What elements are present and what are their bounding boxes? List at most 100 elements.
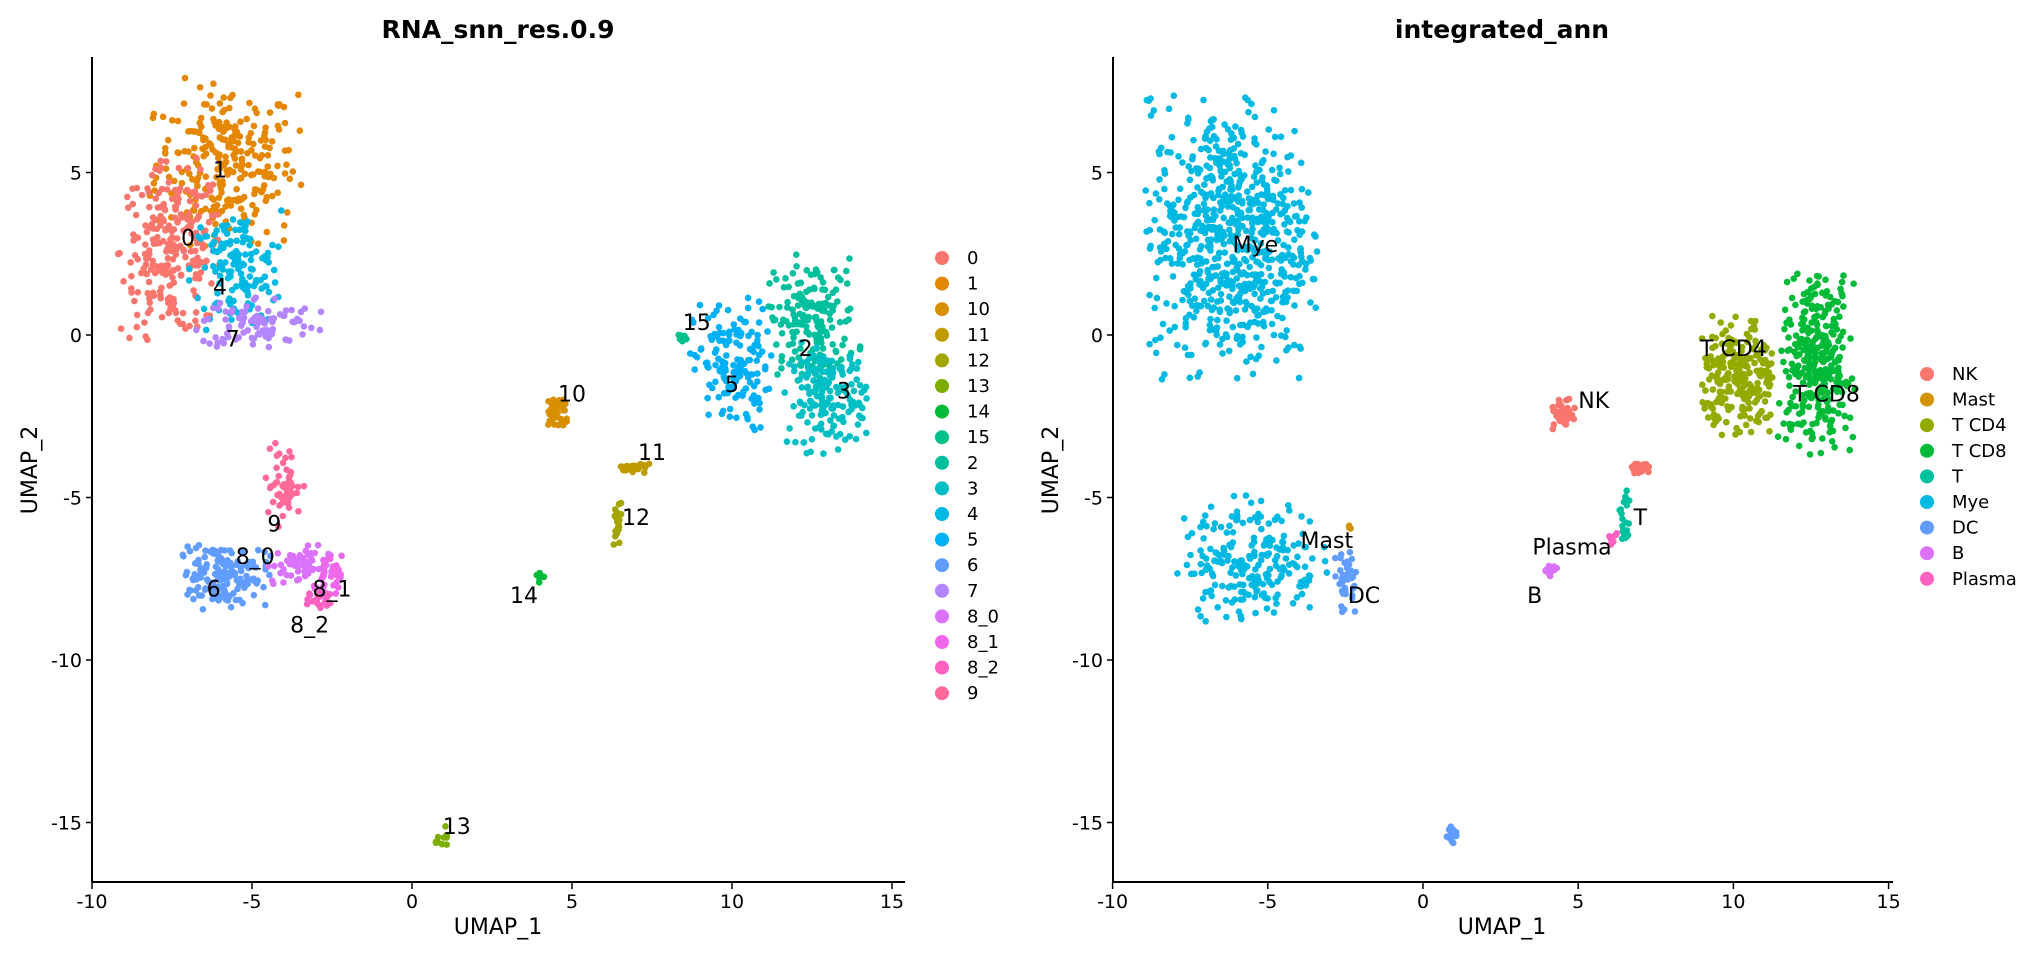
point-4 — [244, 292, 252, 299]
point-5 — [751, 400, 758, 407]
point-10 — [551, 421, 558, 428]
point-0 — [182, 253, 189, 261]
point-mye — [1165, 105, 1173, 113]
y-axis-label: UMAP_2 — [18, 426, 43, 514]
point-mye — [1217, 523, 1225, 531]
point-7 — [247, 317, 255, 325]
point-0 — [198, 240, 206, 248]
point-nk — [1571, 404, 1578, 412]
point-0 — [170, 279, 178, 287]
legend-swatch — [935, 532, 949, 547]
point-mye — [1244, 214, 1251, 221]
point-3 — [810, 366, 818, 373]
point-1 — [189, 176, 196, 183]
point-t-cd8 — [1815, 401, 1822, 409]
point-mye — [1197, 613, 1204, 620]
point-7 — [216, 299, 224, 307]
point-5 — [722, 367, 729, 374]
point-1 — [165, 173, 173, 181]
point-dc — [1343, 564, 1351, 572]
point-mye — [1210, 194, 1217, 202]
point-t-cd8 — [1836, 372, 1843, 380]
point-6 — [237, 564, 244, 571]
point-mye — [1272, 294, 1280, 301]
point-mye — [1228, 186, 1236, 193]
point-3 — [833, 383, 840, 391]
point-0 — [153, 225, 161, 233]
cluster-label: 2 — [799, 337, 813, 362]
point-1 — [248, 147, 255, 154]
point-0 — [171, 203, 179, 211]
point-mye — [1189, 155, 1196, 163]
point-5 — [755, 319, 763, 326]
point-5 — [716, 337, 723, 345]
point-mye — [1197, 277, 1204, 285]
point-mye — [1220, 150, 1227, 158]
point-mye — [1252, 609, 1259, 617]
point-mye — [1298, 204, 1305, 211]
point-t-cd4 — [1731, 378, 1738, 385]
point-t-cd4 — [1760, 342, 1768, 349]
point-mye — [1234, 244, 1241, 251]
point-mye — [1194, 210, 1201, 218]
point-mye — [1232, 307, 1240, 314]
point-7 — [289, 318, 296, 326]
point-6 — [200, 569, 208, 576]
point-4 — [232, 226, 239, 234]
point-4 — [231, 255, 238, 262]
point-2 — [846, 305, 854, 313]
point-t-cd8 — [1788, 294, 1796, 302]
point-mye — [1249, 225, 1256, 233]
point-mye — [1253, 141, 1260, 148]
point-t-cd4 — [1751, 326, 1759, 333]
point-dc — [1346, 548, 1354, 556]
point-1 — [238, 155, 246, 163]
point-1 — [150, 180, 158, 187]
point-0 — [134, 234, 142, 241]
point-1 — [162, 144, 169, 152]
point-mye — [1175, 196, 1182, 204]
point-t-cd4 — [1704, 414, 1712, 421]
point-t-cd8 — [1819, 313, 1826, 321]
x-axis-label: UMAP_1 — [1458, 915, 1546, 940]
point-1 — [283, 161, 290, 168]
point-t-cd8 — [1812, 319, 1819, 326]
point-t-cd8 — [1792, 301, 1799, 309]
point-dc — [1336, 580, 1343, 588]
point-0 — [163, 186, 171, 193]
point-6 — [261, 548, 268, 556]
point-5 — [712, 361, 719, 369]
point-mye — [1258, 213, 1265, 221]
point-5 — [740, 388, 747, 395]
point-3 — [812, 402, 819, 409]
point-3 — [838, 368, 846, 375]
point-4 — [229, 250, 237, 257]
point-mye — [1187, 194, 1194, 201]
point-3 — [803, 449, 810, 457]
point-t-cd4 — [1741, 361, 1748, 369]
point-4 — [201, 264, 209, 271]
point-mye — [1251, 593, 1259, 601]
point-t-cd8 — [1813, 419, 1820, 427]
y-tick-label: -5 — [1084, 488, 1103, 510]
point-3 — [824, 380, 831, 388]
point-mye — [1246, 516, 1254, 524]
point-t-cd4 — [1708, 401, 1715, 408]
point-1 — [257, 137, 265, 144]
x-tick-label: 5 — [1572, 891, 1584, 913]
point-9 — [266, 445, 274, 453]
point-0 — [157, 294, 164, 302]
point-1 — [226, 166, 233, 174]
point-t-cd8 — [1798, 320, 1805, 328]
point-2 — [834, 298, 841, 305]
point-7 — [220, 340, 227, 347]
point-mye — [1234, 140, 1242, 148]
legend-label: Plasma — [1952, 569, 2017, 590]
point-5 — [723, 338, 731, 345]
point-mye — [1214, 236, 1221, 243]
point-1 — [266, 144, 273, 152]
point-2 — [778, 353, 786, 360]
point-mye — [1156, 226, 1164, 233]
point-mye — [1171, 302, 1178, 310]
point-4 — [264, 253, 271, 261]
